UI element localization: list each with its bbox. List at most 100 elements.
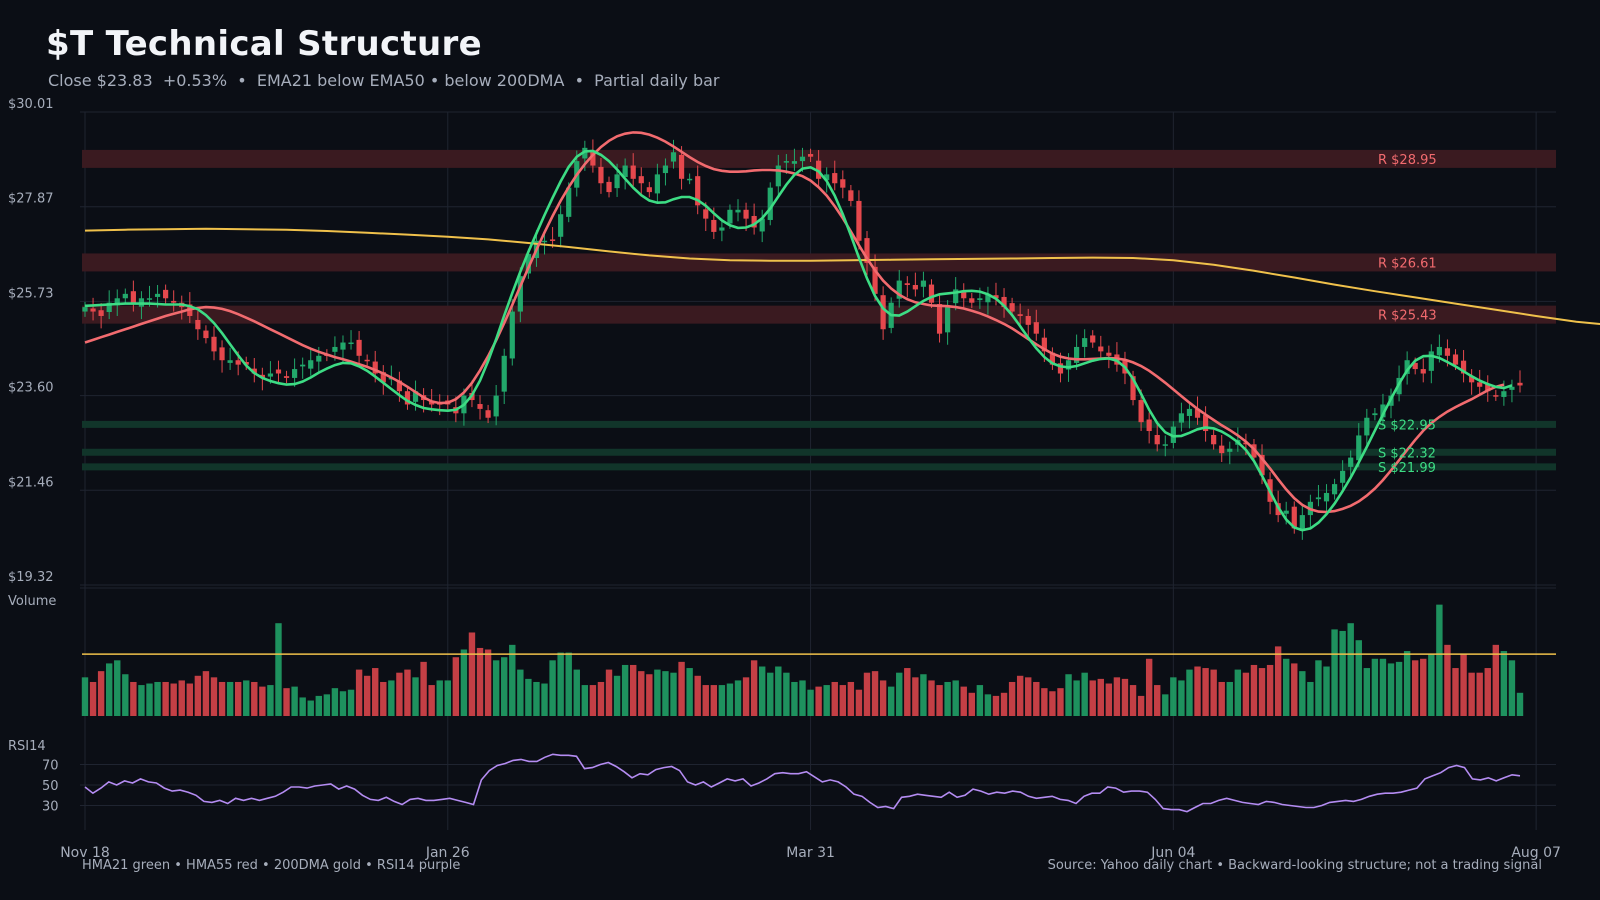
candle-body (356, 339, 362, 356)
candle-body (549, 239, 556, 241)
candle-body (735, 209, 741, 213)
volume-bar (1484, 668, 1491, 716)
volume-bar (654, 669, 661, 716)
candle-body (219, 347, 225, 361)
volume-bar (1508, 660, 1516, 716)
time-tick-label: Jun 04 (1150, 845, 1195, 861)
candle-body (687, 178, 693, 181)
volume-bar (863, 672, 871, 716)
candle-body (1412, 362, 1418, 370)
candle-body (275, 369, 282, 374)
volume-bar (1178, 680, 1185, 716)
time-tick-label: Jan 26 (425, 845, 470, 861)
candle-body (1009, 303, 1015, 312)
volume-bar (210, 677, 218, 716)
candle-body (130, 291, 136, 303)
volume-bar (1363, 668, 1371, 716)
volume-bar (855, 689, 863, 716)
volume-bar (170, 683, 177, 716)
candle-body (1299, 515, 1305, 532)
candle-body (1501, 391, 1507, 397)
candle-body (82, 307, 88, 312)
volume-bar (1331, 629, 1338, 716)
candle-body (525, 254, 531, 274)
candle-body (372, 361, 378, 374)
candle-body (1372, 413, 1378, 416)
candle-body (211, 336, 217, 352)
volume-bar (339, 691, 347, 716)
candle-body (1444, 348, 1451, 356)
volume-bar (1049, 691, 1056, 716)
support-level-label: S $22.32 (1378, 446, 1436, 461)
candle-body (961, 292, 967, 299)
volume-bar (847, 681, 855, 716)
volume-bar (372, 668, 379, 716)
candle-body (920, 280, 927, 287)
candle-body (1436, 346, 1442, 356)
volume-bar (694, 675, 701, 716)
candles (82, 139, 1523, 540)
volume-bar (783, 672, 790, 716)
volume-bar (1137, 695, 1145, 716)
volume-bar (1154, 685, 1161, 716)
volume-bar (218, 681, 226, 716)
volume-bar (686, 668, 693, 716)
volume-bar (565, 652, 572, 716)
volume-bar (541, 683, 548, 716)
candle-body (743, 209, 749, 219)
candle-body (517, 276, 523, 312)
candle-body (1315, 497, 1322, 500)
support-level-label: S $22.95 (1378, 418, 1436, 433)
candle-body (485, 410, 491, 418)
volume-bar (412, 677, 419, 716)
volume-bar (750, 660, 758, 716)
candle-body (396, 380, 403, 392)
candle-body (791, 161, 798, 164)
volume-bar (501, 657, 508, 716)
volume-bar (670, 672, 677, 716)
candle-body (824, 174, 830, 181)
volume-bar (1105, 683, 1113, 716)
candle-body (622, 165, 628, 178)
volume-bar (1371, 658, 1379, 716)
candle-body (1162, 444, 1168, 446)
chart-subtitle: Close $23.83 +0.53% • EMA21 below EMA50 … (48, 71, 720, 90)
volume-bar (1033, 681, 1040, 716)
volume-bar (597, 681, 605, 716)
volume-bar (630, 664, 637, 716)
price-tick-label: $21.46 (8, 475, 54, 490)
volume-bar (1258, 668, 1266, 716)
volume-bar (976, 685, 984, 716)
candle-body (1057, 363, 1064, 374)
volume-bar (1073, 680, 1080, 716)
candle-body (1098, 346, 1104, 352)
candle-body (1509, 386, 1515, 390)
candle-body (985, 293, 991, 303)
candle-body (751, 215, 757, 228)
rsi-line (84, 753, 1521, 813)
footer-source: Source: Yahoo daily chart • Backward-loo… (1047, 858, 1542, 873)
hma21-line (84, 149, 1513, 532)
volume-bar (1307, 681, 1314, 716)
volume-bar (428, 685, 435, 716)
volume-bar (388, 680, 395, 716)
volume-bar (1436, 604, 1443, 716)
candle-body (1283, 510, 1289, 514)
candle-body (509, 311, 515, 359)
volume-bar (1395, 661, 1403, 716)
candle-body (1186, 408, 1193, 416)
volume-bar (646, 674, 653, 716)
volume-bar (758, 666, 766, 716)
volume-bar (363, 675, 371, 716)
volume-bar (952, 680, 959, 716)
volume-bar (194, 675, 202, 716)
candle-body (1194, 408, 1201, 418)
candle-body (759, 218, 765, 232)
volume-bar (1274, 646, 1282, 716)
candle-body (1130, 376, 1136, 401)
volume-bar (492, 660, 500, 716)
rsi-tick-label: 30 (42, 800, 59, 815)
volume-bar (1089, 680, 1096, 716)
candle-body (767, 187, 773, 220)
candle-body (856, 200, 862, 241)
